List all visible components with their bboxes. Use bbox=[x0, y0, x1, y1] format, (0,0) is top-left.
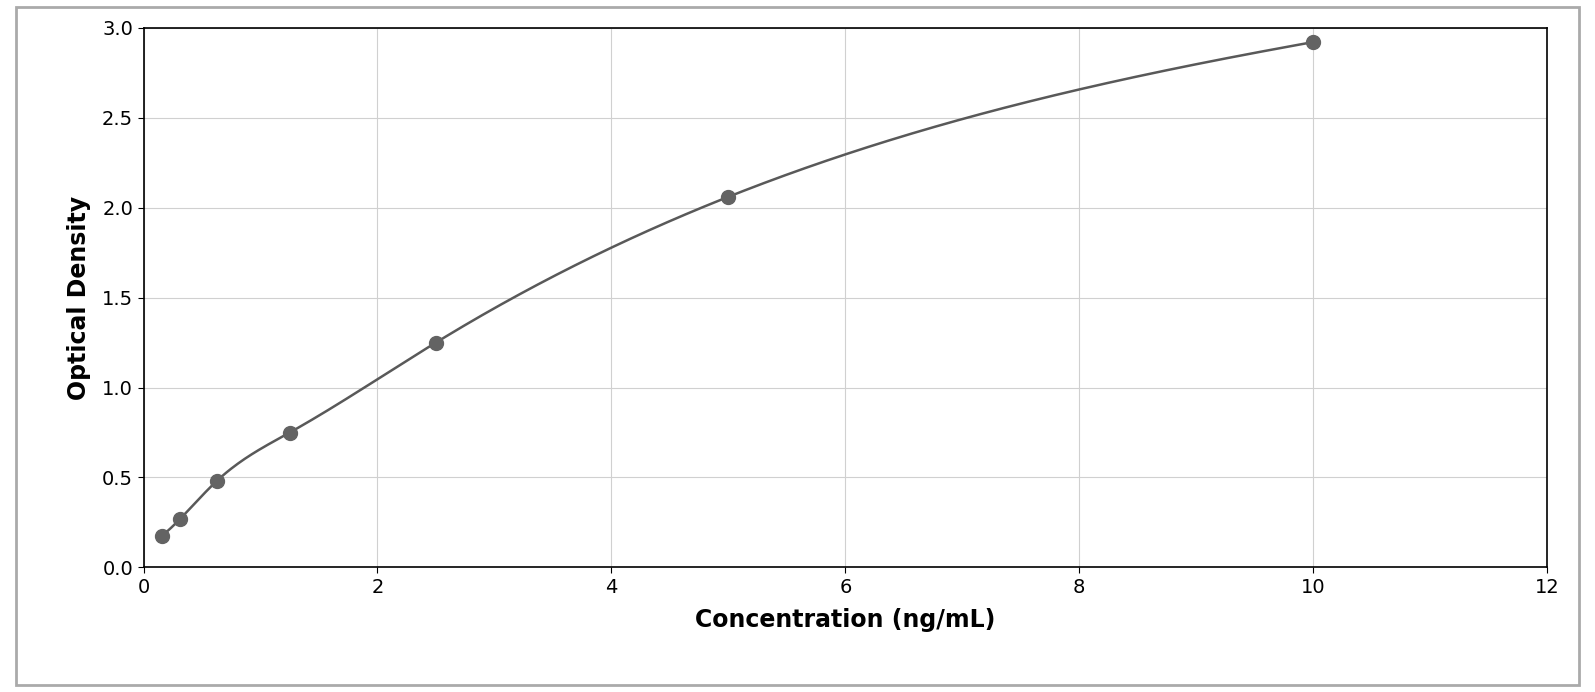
Point bbox=[167, 513, 193, 525]
Point bbox=[423, 337, 448, 348]
Point bbox=[716, 191, 742, 202]
Point bbox=[1300, 37, 1325, 48]
Y-axis label: Optical Density: Optical Density bbox=[67, 196, 91, 399]
Point bbox=[148, 531, 174, 542]
Point bbox=[278, 427, 303, 438]
Point bbox=[204, 475, 230, 486]
X-axis label: Concentration (ng/mL): Concentration (ng/mL) bbox=[695, 608, 995, 632]
